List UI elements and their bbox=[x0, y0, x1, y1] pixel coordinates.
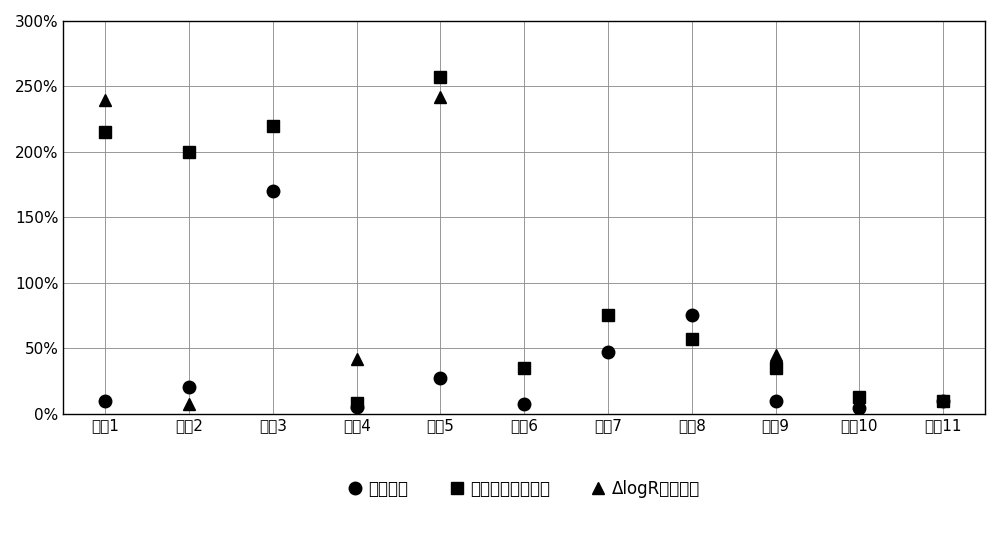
Line: 线性回归预测方法: 线性回归预测方法 bbox=[99, 71, 949, 409]
线性回归预测方法 bbox=[686, 336, 698, 342]
线性回归预测方法 bbox=[518, 365, 530, 371]
ΔlogR预测方法 bbox=[434, 94, 446, 100]
线性回归预测方法 bbox=[602, 312, 614, 319]
Legend: 发明方法, 线性回归预测方法, ΔlogR预测方法: 发明方法, 线性回归预测方法, ΔlogR预测方法 bbox=[342, 473, 707, 504]
发明方法 bbox=[351, 404, 363, 410]
线性回归预测方法 bbox=[267, 122, 279, 129]
发明方法 bbox=[602, 349, 614, 355]
发明方法 bbox=[770, 397, 782, 404]
线性回归预测方法 bbox=[434, 74, 446, 80]
发明方法 bbox=[267, 188, 279, 195]
发明方法 bbox=[937, 397, 949, 404]
线性回归预测方法 bbox=[770, 365, 782, 371]
线性回归预测方法 bbox=[99, 129, 111, 136]
发明方法 bbox=[853, 405, 865, 412]
ΔlogR预测方法 bbox=[770, 352, 782, 358]
发明方法 bbox=[686, 312, 698, 319]
发明方法 bbox=[183, 384, 195, 391]
线性回归预测方法 bbox=[853, 393, 865, 400]
线性回归预测方法 bbox=[183, 149, 195, 155]
ΔlogR预测方法 bbox=[351, 355, 363, 362]
Line: 发明方法: 发明方法 bbox=[99, 185, 949, 415]
发明方法 bbox=[518, 401, 530, 408]
发明方法 bbox=[434, 375, 446, 382]
发明方法 bbox=[99, 397, 111, 404]
ΔlogR预测方法 bbox=[99, 96, 111, 103]
线性回归预测方法 bbox=[937, 397, 949, 404]
线性回归预测方法 bbox=[351, 400, 363, 407]
ΔlogR预测方法 bbox=[183, 401, 195, 408]
Line: ΔlogR预测方法: ΔlogR预测方法 bbox=[99, 91, 782, 410]
